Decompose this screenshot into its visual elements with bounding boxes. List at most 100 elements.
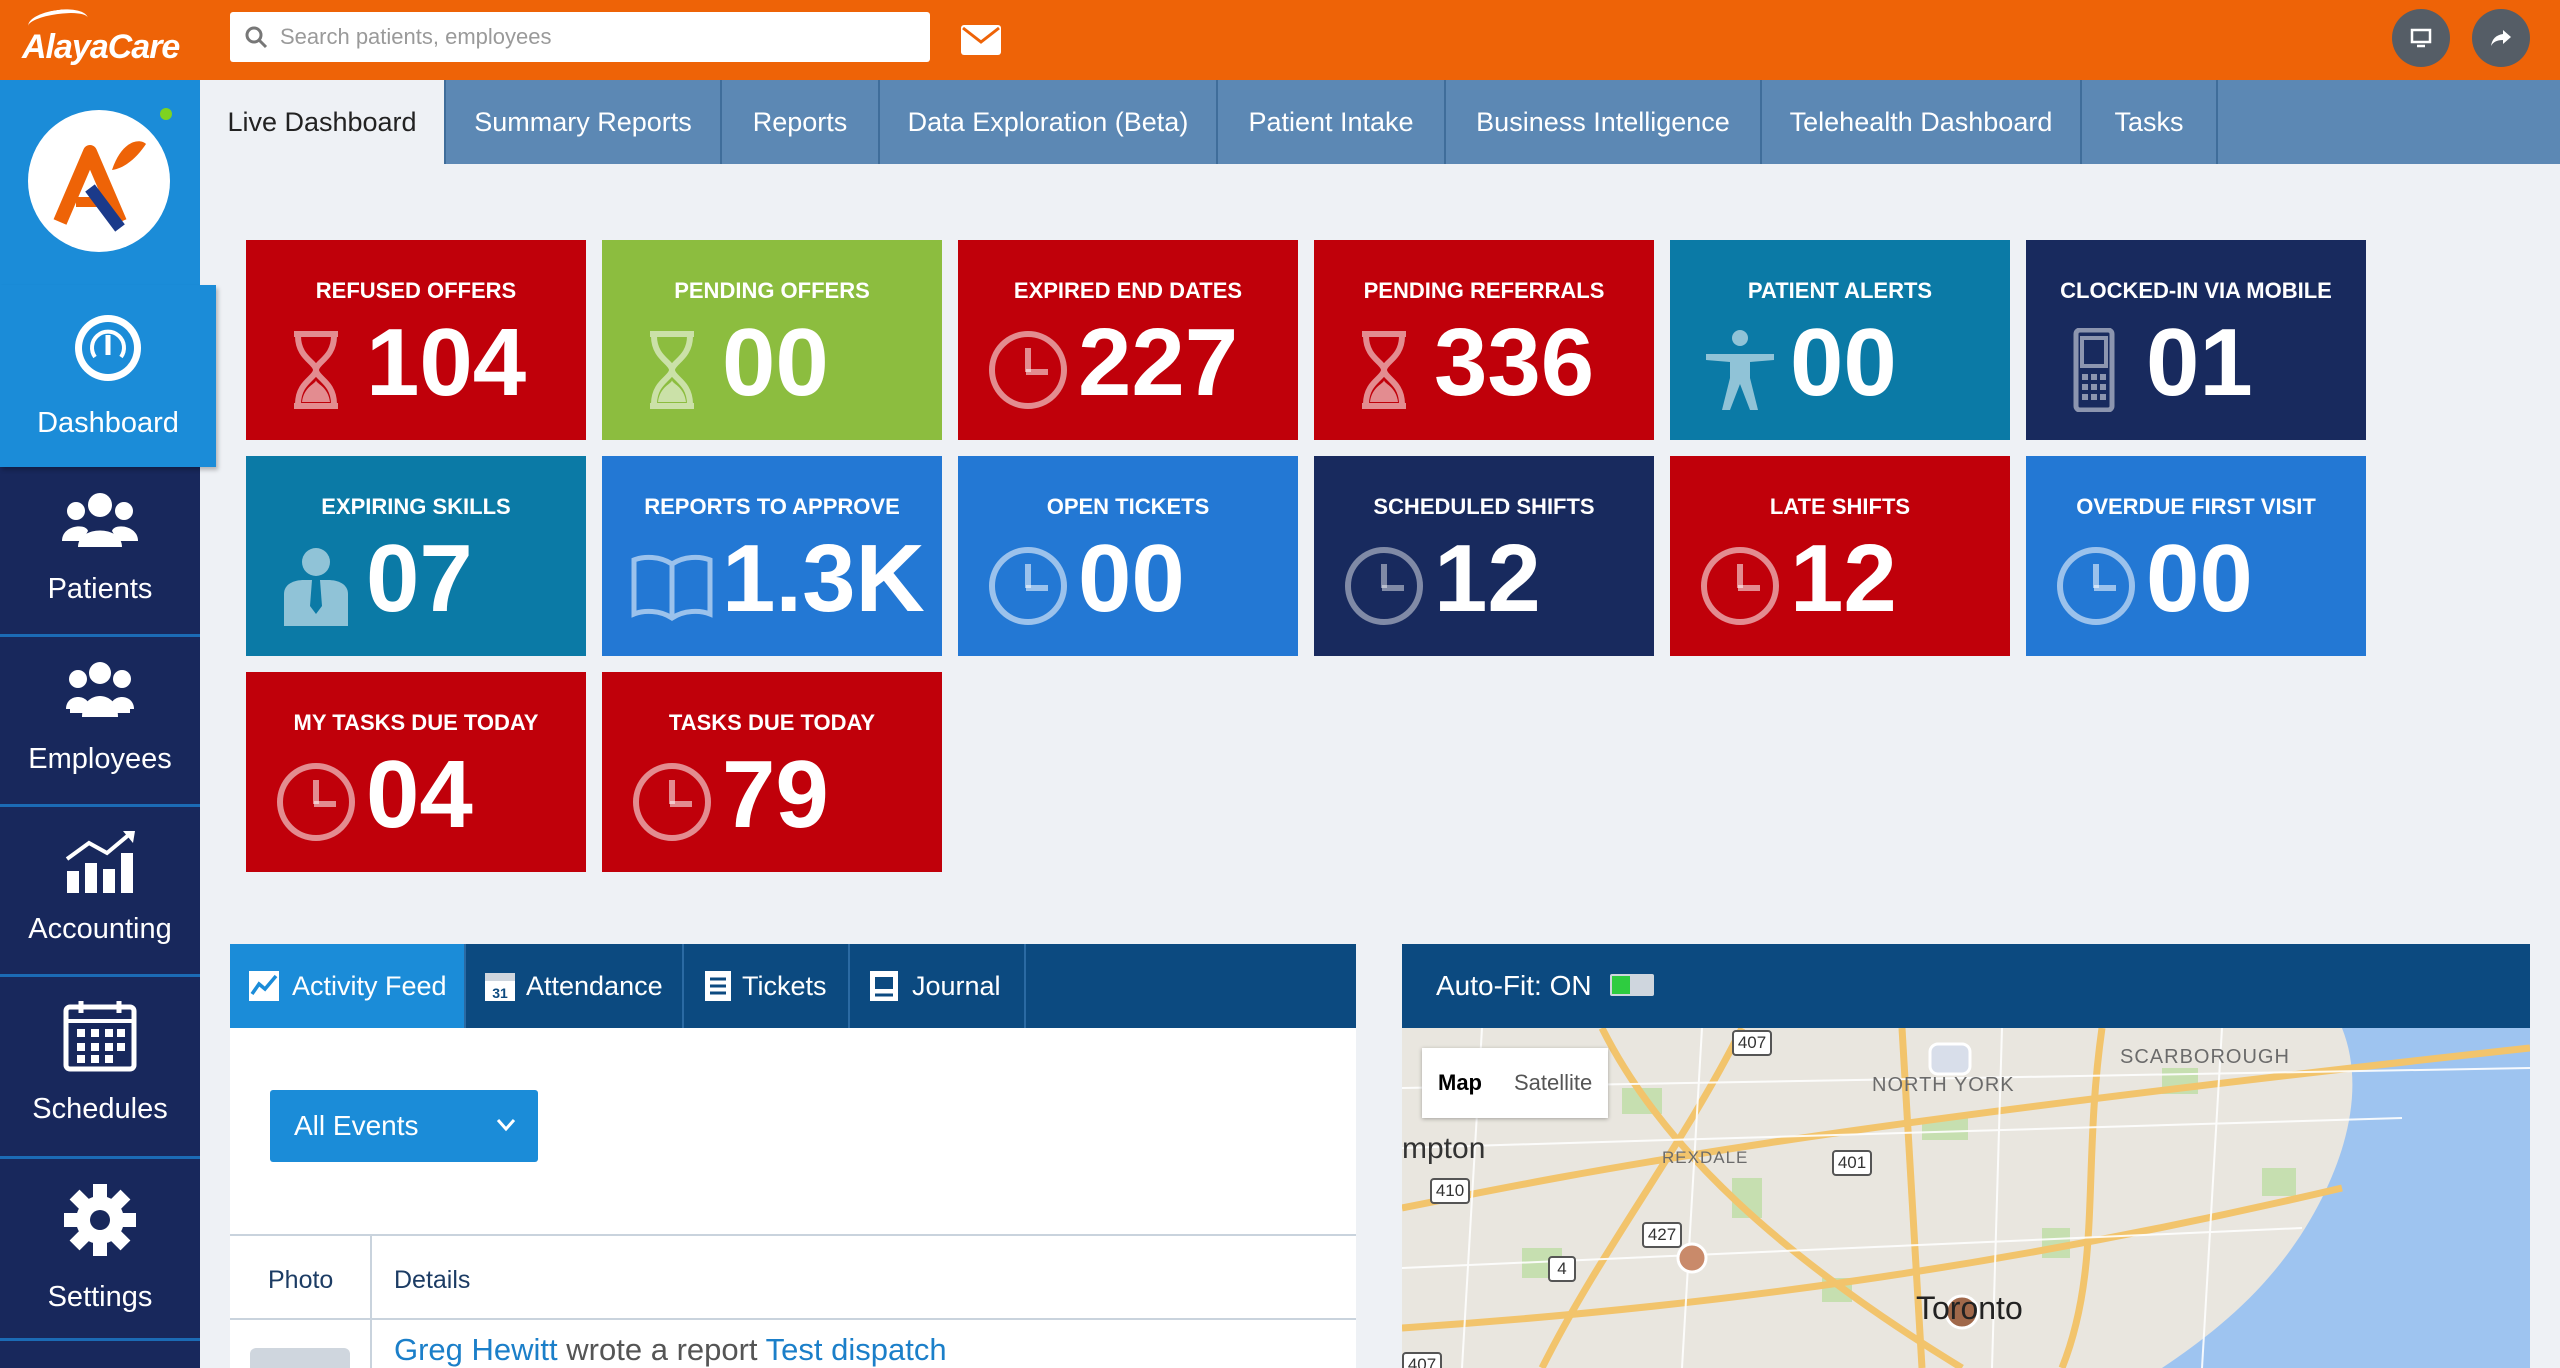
sidebar-item-schedules[interactable]: Schedules xyxy=(0,977,200,1159)
tile-title: PENDING OFFERS xyxy=(674,278,870,303)
sidebar-item-dashboard[interactable]: Dashboard xyxy=(0,285,216,467)
activity-row-details: Greg Hewitt wrote a report Test dispatch xyxy=(394,1332,947,1368)
tile-title: SCHEDULED SHIFTS xyxy=(1373,494,1595,519)
clock-icon xyxy=(2057,547,2135,625)
sidebar-item-label: Settings xyxy=(47,1281,153,1313)
events-filter-value: All Events xyxy=(294,1110,419,1141)
tile-expiring-skills[interactable]: EXPIRING SKILLS 07 xyxy=(246,456,586,656)
tab-tasks[interactable]: Tasks xyxy=(2082,80,2218,164)
action-text: wrote a report xyxy=(566,1332,758,1367)
tile-title: EXPIRED END DATES xyxy=(1013,278,1243,303)
tile-open-tickets[interactable]: OPEN TICKETS 00 xyxy=(958,456,1298,656)
activity-panel: Activity Feed 31 Attendance Tickets Jour… xyxy=(230,944,1356,1368)
column-divider xyxy=(370,1236,372,1322)
actor-link[interactable]: Greg Hewitt xyxy=(394,1332,558,1367)
sidebar-item-settings[interactable]: Settings xyxy=(0,1159,200,1341)
map-label: REXDALE xyxy=(1662,1148,1749,1167)
clock-icon xyxy=(989,331,1067,409)
tab-label: Journal xyxy=(912,971,1001,1001)
share-button[interactable] xyxy=(2472,9,2530,67)
clock-icon xyxy=(989,547,1067,625)
journal-icon xyxy=(870,971,898,1001)
tile-clocked-in-via-mobile[interactable]: CLOCKED-IN VIA MOBILE 01 xyxy=(2026,240,2366,440)
tab-label: Activity Feed xyxy=(292,971,447,1001)
sidebar-item-label: Patients xyxy=(47,573,153,605)
tile-late-shifts[interactable]: LATE SHIFTS 12 xyxy=(1670,456,2010,656)
mail-icon[interactable] xyxy=(960,24,1002,56)
svg-text:31: 31 xyxy=(492,985,508,1001)
tile-patient-alerts[interactable]: PATIENT ALERTS 00 xyxy=(1670,240,2010,440)
highway-shield: 407 xyxy=(1732,1030,1772,1056)
tab-business-intelligence[interactable]: Business Intelligence xyxy=(1446,80,1762,164)
autofit-label: Auto-Fit: ON xyxy=(1436,970,1592,1001)
ticket-list-icon xyxy=(705,971,731,1001)
sidebar-item-label: Employees xyxy=(28,743,172,775)
hourglass-icon xyxy=(294,331,338,409)
avatar[interactable] xyxy=(28,110,170,252)
tile-refused-offers[interactable]: REFUSED OFFERS 104 xyxy=(246,240,586,440)
tile-reports-to-approve[interactable]: REPORTS TO APPROVE 1.3K xyxy=(602,456,942,656)
column-divider xyxy=(370,1320,372,1368)
tile-value: 07 xyxy=(366,525,473,632)
highway-shield: 410 xyxy=(1430,1178,1470,1204)
main-tabs: Live Dashboard Summary Reports Reports D… xyxy=(200,80,2560,164)
tab-attendance[interactable]: 31 Attendance xyxy=(466,944,684,1028)
search-box[interactable] xyxy=(230,12,930,62)
tile-pending-referrals[interactable]: PENDING REFERRALS 336 xyxy=(1314,240,1654,440)
tile-my-tasks-due-today[interactable]: MY TASKS DUE TODAY 04 xyxy=(246,672,586,872)
tab-journal[interactable]: Journal xyxy=(850,944,1026,1028)
tab-label: Tickets xyxy=(742,971,827,1001)
search-icon xyxy=(245,26,268,49)
team-icon xyxy=(66,662,134,717)
report-link[interactable]: Test dispatch xyxy=(765,1332,947,1367)
clock-icon xyxy=(1701,547,1779,625)
tile-expired-end-dates[interactable]: EXPIRED END DATES 227 xyxy=(958,240,1298,440)
tile-title: OVERDUE FIRST VISIT xyxy=(2076,494,2316,519)
sidebar-item-label: Dashboard xyxy=(37,407,179,439)
tile-value: 79 xyxy=(722,741,829,848)
employee-map-marker[interactable] xyxy=(1676,1242,1708,1274)
tile-pending-offers[interactable]: PENDING OFFERS 00 xyxy=(602,240,942,440)
user-avatar-block xyxy=(0,80,200,285)
person-icon xyxy=(1706,330,1774,410)
tile-scheduled-shifts[interactable]: SCHEDULED SHIFTS 12 xyxy=(1314,456,1654,656)
tile-title: PATIENT ALERTS xyxy=(1747,278,1933,303)
clock-icon xyxy=(633,763,711,841)
tab-live-dashboard[interactable]: Live Dashboard xyxy=(200,80,446,164)
hourglass-icon xyxy=(1362,331,1406,409)
tile-title: PENDING REFERRALS xyxy=(1363,278,1605,303)
tab-telehealth-dashboard[interactable]: Telehealth Dashboard xyxy=(1762,80,2082,164)
tab-activity-feed[interactable]: Activity Feed xyxy=(230,944,466,1028)
top-bar: AlayaCare xyxy=(0,0,2560,80)
map-canvas[interactable] xyxy=(1402,1028,2530,1368)
search-input[interactable] xyxy=(280,20,910,54)
map-type-map-button[interactable]: Map xyxy=(1438,1070,1482,1095)
gauge-icon xyxy=(75,315,141,381)
tab-reports[interactable]: Reports xyxy=(722,80,880,164)
autofit-toggle[interactable] xyxy=(1610,974,1654,996)
sidebar-item-patients[interactable]: Patients xyxy=(0,467,200,637)
map-location-pin-icon xyxy=(1928,1042,1972,1076)
map-label: SCARBOROUGH xyxy=(2120,1046,2290,1068)
activity-tabs: Activity Feed 31 Attendance Tickets Jour… xyxy=(230,944,1356,1028)
map-type-satellite-button[interactable]: Satellite xyxy=(1514,1070,1593,1095)
sidebar-item-employees[interactable]: Employees xyxy=(0,637,200,807)
tab-data-exploration[interactable]: Data Exploration (Beta) xyxy=(880,80,1218,164)
column-header-details: Details xyxy=(394,1266,471,1294)
employee-map-marker[interactable] xyxy=(1944,1294,1980,1330)
hourglass-icon xyxy=(650,331,694,409)
clock-icon xyxy=(1345,547,1423,625)
tab-patient-intake[interactable]: Patient Intake xyxy=(1218,80,1446,164)
tile-value: 00 xyxy=(1790,309,1897,416)
tile-tasks-due-today[interactable]: TASKS DUE TODAY 79 xyxy=(602,672,942,872)
sidebar-item-accounting[interactable]: Accounting xyxy=(0,807,200,977)
events-filter-select[interactable]: All Events xyxy=(270,1090,538,1162)
tab-tickets[interactable]: Tickets xyxy=(684,944,850,1028)
alayacare-logo[interactable]: AlayaCare xyxy=(22,5,182,72)
tab-summary-reports[interactable]: Summary Reports xyxy=(446,80,722,164)
sidebar-item-label: Schedules xyxy=(32,1093,168,1125)
tile-title: REFUSED OFFERS xyxy=(315,278,517,303)
monitor-button[interactable] xyxy=(2392,9,2450,67)
tile-overdue-first-visit[interactable]: OVERDUE FIRST VISIT 00 xyxy=(2026,456,2366,656)
tile-title: TASKS DUE TODAY xyxy=(668,710,876,735)
